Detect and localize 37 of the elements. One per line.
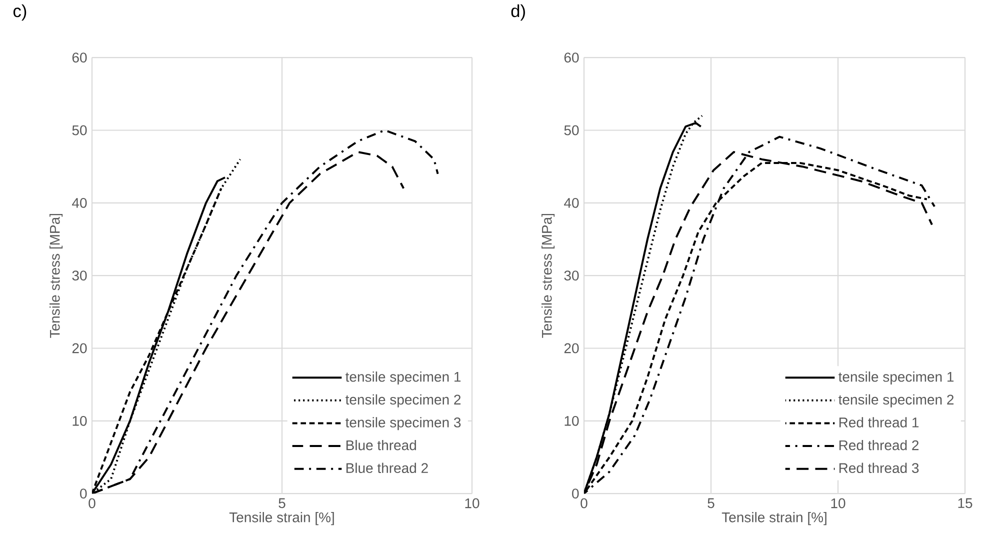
chart-title: d) — [511, 4, 525, 21]
legend-label: tensile specimen 2 — [838, 394, 954, 408]
y-tick-label: 0 — [572, 488, 579, 499]
x-tick-label: 0 — [580, 498, 588, 508]
y-tick-label: 60 — [564, 52, 579, 63]
y-tick-label: 10 — [564, 416, 579, 426]
y-tick-label: 50 — [72, 126, 87, 136]
x-tick-label: 5 — [708, 498, 714, 508]
legend-label: Blue thread 2 — [346, 462, 428, 474]
y-tick-label: 40 — [564, 198, 579, 208]
legend-label: Red thread 1 — [839, 417, 919, 428]
x-tick-label: 5 — [278, 498, 286, 508]
chart-title: c) — [13, 4, 26, 21]
y-tick-label: 0 — [80, 488, 87, 499]
x-tick-label: 15 — [958, 498, 972, 508]
legend-label: tensile specimen 1 — [346, 372, 461, 385]
x-tick-label: 0 — [88, 498, 96, 508]
y-axis-title: Tensile stress [MPa] — [542, 214, 555, 338]
legend-label: Blue thread — [346, 440, 416, 450]
legend-label: Red thread 3 — [839, 462, 919, 474]
y-tick-label: 40 — [72, 198, 87, 208]
x-axis-title: Tensile strain [%] — [722, 512, 826, 526]
y-tick-label: 20 — [564, 344, 579, 354]
y-axis-title: Tensile stress [MPa] — [50, 214, 63, 338]
y-tick-label: 30 — [564, 270, 579, 281]
y-tick-label: 20 — [72, 344, 87, 354]
y-tick-label: 30 — [72, 270, 87, 281]
x-tick-label: 10 — [831, 498, 846, 508]
x-tick-label: 10 — [465, 498, 480, 508]
legend-label: tensile specimen 1 — [838, 372, 954, 385]
legend-label: Red thread 2 — [839, 440, 919, 450]
y-tick-label: 50 — [564, 126, 579, 136]
legend-label: tensile specimen 2 — [346, 394, 461, 408]
y-tick-label: 60 — [72, 52, 87, 63]
legend-label: tensile specimen 3 — [346, 417, 461, 430]
y-tick-label: 10 — [72, 416, 87, 426]
x-axis-title: Tensile strain [%] — [229, 512, 334, 526]
